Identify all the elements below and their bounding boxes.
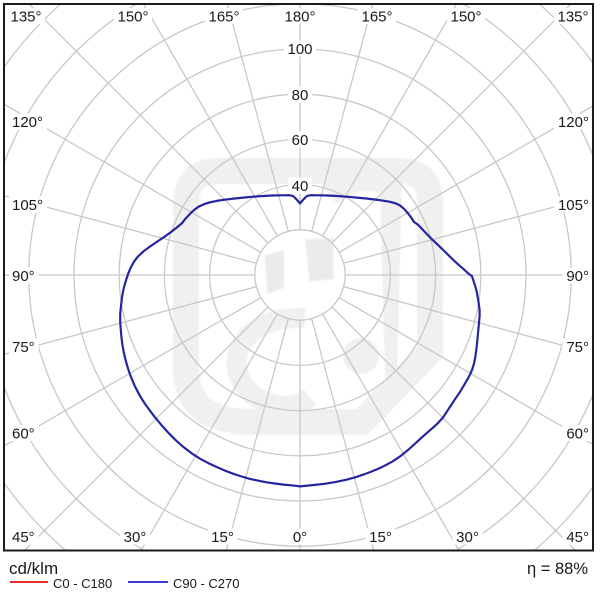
svg-text:120°: 120° [558, 114, 589, 131]
svg-text:180°: 180° [284, 8, 315, 25]
svg-text:165°: 165° [208, 8, 239, 25]
svg-text:cd/klm: cd/klm [9, 559, 58, 578]
svg-text:120°: 120° [12, 114, 43, 131]
svg-text:30°: 30° [456, 529, 479, 546]
svg-text:105°: 105° [12, 197, 43, 214]
svg-text:60°: 60° [12, 425, 35, 442]
svg-text:150°: 150° [117, 8, 148, 25]
svg-text:15°: 15° [211, 529, 234, 546]
svg-text:90°: 90° [12, 268, 35, 285]
svg-text:30°: 30° [124, 529, 147, 546]
svg-text:0°: 0° [293, 529, 307, 546]
svg-text:40: 40 [292, 178, 309, 195]
svg-text:45°: 45° [566, 529, 589, 546]
svg-text:45°: 45° [12, 529, 35, 546]
svg-text:75°: 75° [566, 339, 589, 356]
svg-text:165°: 165° [361, 8, 392, 25]
svg-text:105°: 105° [558, 197, 589, 214]
svg-text:150°: 150° [450, 8, 481, 25]
svg-text:75°: 75° [12, 339, 35, 356]
svg-text:15°: 15° [369, 529, 392, 546]
svg-text:135°: 135° [10, 8, 41, 25]
svg-text:C0 - C180: C0 - C180 [53, 576, 112, 591]
svg-text:90°: 90° [566, 268, 589, 285]
svg-text:η = 88%: η = 88% [527, 560, 588, 578]
svg-text:100: 100 [287, 41, 312, 58]
svg-text:60°: 60° [566, 425, 589, 442]
svg-text:135°: 135° [557, 8, 588, 25]
svg-text:C90 - C270: C90 - C270 [173, 576, 239, 591]
svg-text:80: 80 [292, 87, 309, 104]
svg-text:60: 60 [292, 132, 309, 149]
